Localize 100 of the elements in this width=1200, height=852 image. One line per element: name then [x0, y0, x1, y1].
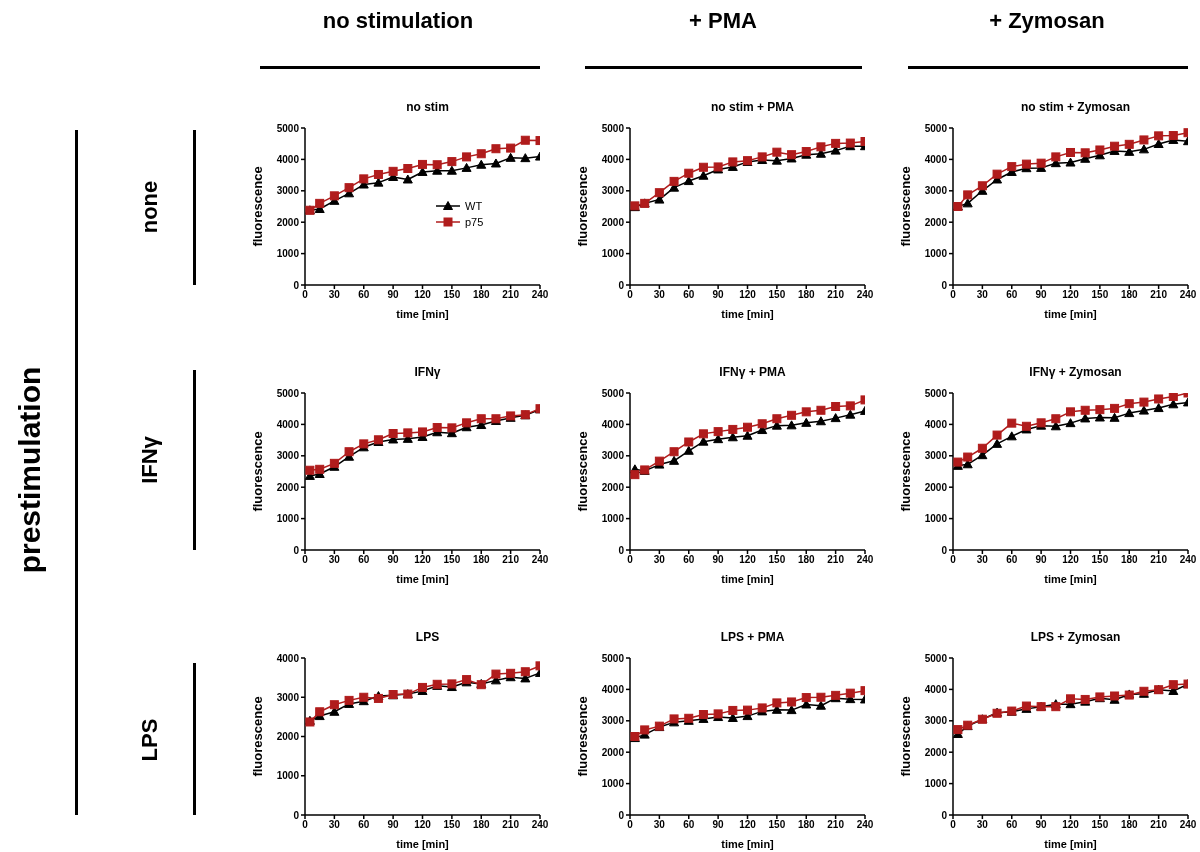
y-tick-label: 0 [618, 279, 625, 291]
x-tick-label: 120 [1062, 289, 1080, 301]
y-tick-label: 5000 [276, 387, 300, 399]
x-axis-title: time [min] [721, 573, 775, 585]
text: + Zymosan [988, 8, 1106, 34]
x-tick-label: 210 [1150, 819, 1168, 831]
chart-title: LPS [414, 630, 441, 646]
y-tick-label: 2000 [924, 216, 948, 228]
x-tick-label: 210 [502, 819, 520, 831]
y-axis-title: fluorescence [249, 696, 265, 777]
y-tick-label: 2000 [276, 731, 300, 743]
y-tick-label: 0 [293, 544, 300, 556]
x-tick-label: 240 [1179, 289, 1197, 301]
x-tick-label: 90 [712, 554, 725, 566]
x-tick-label: 210 [502, 554, 520, 566]
x-tick-label: 210 [827, 554, 845, 566]
x-axis-title: time [min] [1044, 573, 1098, 585]
x-tick-label: 240 [856, 819, 874, 831]
x-axis-title: time [min] [396, 838, 450, 850]
text: no stimulation [321, 8, 475, 34]
x-tick-label: 30 [976, 289, 989, 301]
x-tick-label: 210 [827, 819, 845, 831]
legend-label: WT [465, 200, 483, 212]
y-tick-label: 5000 [601, 122, 625, 134]
x-axis-title: time [min] [721, 308, 775, 320]
x-tick-label: 240 [1179, 819, 1197, 831]
x-axis-title: time [min] [1044, 838, 1098, 850]
y-tick-label: 3000 [601, 715, 625, 727]
text: none [137, 180, 163, 234]
y-tick-label: 0 [293, 809, 300, 821]
x-tick-label: 210 [1150, 289, 1168, 301]
x-tick-label: 60 [1006, 819, 1018, 831]
x-tick-label: 150 [1091, 819, 1109, 831]
x-tick-label: 150 [443, 289, 461, 301]
x-tick-label: 90 [1035, 289, 1048, 301]
y-tick-label: 2000 [924, 481, 948, 493]
y-tick-label: 3000 [924, 450, 948, 462]
x-tick-label: 30 [328, 819, 341, 831]
x-tick-label: 120 [739, 289, 757, 301]
y-tick-label: 0 [293, 279, 300, 291]
chart-title: no stim [405, 100, 450, 116]
y-tick-label: 4000 [601, 683, 625, 695]
y-tick-label: 1000 [924, 248, 948, 260]
x-tick-label: 240 [1179, 554, 1197, 566]
x-tick-label: 120 [414, 554, 432, 566]
y-axis-title: fluorescence [574, 166, 590, 247]
y-tick-label: 0 [618, 544, 625, 556]
x-tick-label: 120 [414, 289, 432, 301]
x-tick-label: 30 [653, 554, 666, 566]
x-tick-label: 150 [768, 289, 786, 301]
x-tick-label: 0 [302, 289, 309, 301]
y-tick-label: 1000 [276, 513, 300, 525]
y-axis-title: fluorescence [574, 696, 590, 777]
y-tick-label: 1000 [924, 513, 948, 525]
y-tick-label: 0 [618, 809, 625, 821]
x-tick-label: 240 [531, 289, 549, 301]
y-axis-title: fluorescence [249, 166, 265, 247]
x-tick-label: 0 [950, 554, 957, 566]
text: IFNγ [137, 436, 163, 484]
x-tick-label: 30 [976, 819, 989, 831]
x-tick-label: 240 [856, 554, 874, 566]
y-axis-title: fluorescence [574, 431, 590, 512]
y-tick-label: 4000 [924, 683, 948, 695]
x-tick-label: 180 [1120, 554, 1139, 566]
x-tick-label: 0 [627, 819, 634, 831]
x-tick-label: 180 [472, 819, 491, 831]
y-axis-title: fluorescence [897, 166, 913, 247]
x-axis-title: time [min] [396, 573, 450, 585]
y-tick-label: 5000 [924, 122, 948, 134]
chart-title: IFNγ + PMA [718, 365, 787, 381]
y-tick-label: 3000 [601, 185, 625, 197]
x-tick-label: 150 [443, 819, 461, 831]
x-tick-label: 240 [531, 819, 549, 831]
x-tick-label: 210 [827, 289, 845, 301]
y-tick-label: 0 [941, 544, 948, 556]
x-tick-label: 120 [739, 819, 757, 831]
x-tick-label: 180 [472, 554, 491, 566]
x-tick-label: 120 [414, 819, 432, 831]
x-tick-label: 60 [358, 819, 370, 831]
x-tick-label: 60 [1006, 289, 1018, 301]
x-tick-label: 150 [768, 819, 786, 831]
x-tick-label: 0 [950, 289, 957, 301]
x-tick-label: 180 [797, 554, 816, 566]
y-tick-label: 5000 [276, 122, 300, 134]
x-tick-label: 150 [768, 554, 786, 566]
x-tick-label: 120 [1062, 554, 1080, 566]
x-tick-label: 0 [950, 819, 957, 831]
y-tick-label: 5000 [601, 652, 625, 664]
y-axis-title: fluorescence [897, 431, 913, 512]
text: LPS [137, 718, 163, 762]
chart-title: no stim + PMA [710, 100, 795, 116]
chart-title: IFNγ [413, 365, 442, 381]
x-tick-label: 120 [739, 554, 757, 566]
y-tick-label: 1000 [924, 778, 948, 790]
y-tick-label: 4000 [276, 652, 300, 664]
x-tick-label: 180 [797, 819, 816, 831]
x-tick-label: 30 [328, 554, 341, 566]
text: prestimulation [13, 366, 47, 574]
x-tick-label: 30 [653, 819, 666, 831]
y-tick-label: 5000 [924, 387, 948, 399]
